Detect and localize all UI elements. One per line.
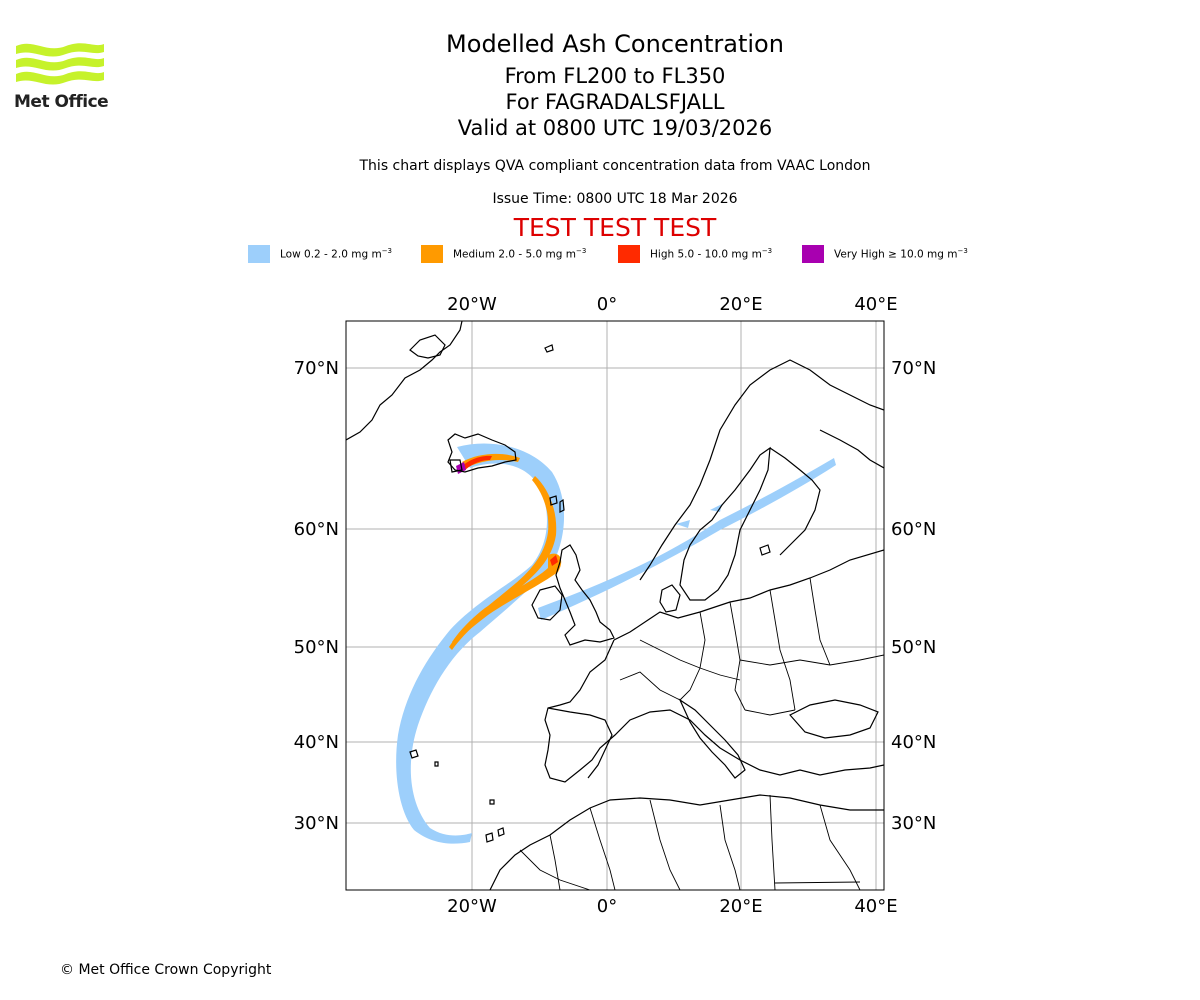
issue-time: Issue Time: 0800 UTC 18 Mar 2026 (492, 191, 738, 207)
lat-tick-right: 50°N (891, 637, 936, 658)
country-borders (519, 577, 884, 890)
legend-item-high: High 5.0 - 10.0 mg m−3 (618, 244, 772, 264)
ash-medium-plume (449, 453, 562, 650)
lat-tick-left: 30°N (294, 813, 339, 834)
lat-ticks-right: 70°N 60°N 50°N 40°N 30°N (891, 358, 936, 834)
legend-item-low: Low 0.2 - 2.0 mg m−3 (248, 244, 392, 264)
valid-time: Valid at 0800 UTC 19/03/2026 (457, 116, 773, 140)
compliance-note: This chart displays QVA compliant concen… (359, 158, 871, 174)
lon-ticks-top: 20°W 0° 20°E 40°E (447, 294, 897, 315)
legend-swatch-medium (421, 245, 443, 263)
lon-tick-bottom: 0° (597, 896, 617, 917)
legend-item-medium: Medium 2.0 - 5.0 mg m−3 (421, 244, 586, 264)
legend-label-very-high: Very High ≥ 10.0 mg m (834, 248, 958, 261)
lon-tick-bottom: 20°W (447, 896, 497, 917)
legend-swatch-high (618, 245, 640, 263)
legend-swatch-very-high (802, 245, 824, 263)
flight-levels: From FL200 to FL350 (504, 64, 726, 88)
lat-tick-left: 70°N (294, 358, 339, 379)
ash-low-plume (396, 443, 836, 844)
lon-tick-top: 40°E (854, 294, 897, 315)
ash-high-plume (460, 455, 558, 566)
legend-label-high: High 5.0 - 10.0 mg m (650, 248, 762, 261)
lon-tick-top: 20°W (447, 294, 497, 315)
lon-ticks-bottom: 20°W 0° 20°E 40°E (447, 896, 897, 917)
lon-tick-bottom: 20°E (719, 896, 762, 917)
graticule (346, 321, 884, 890)
copyright-notice: © Met Office Crown Copyright (60, 962, 272, 978)
lat-tick-left: 50°N (294, 637, 339, 658)
lat-tick-right: 40°N (891, 732, 936, 753)
map-frame (345, 320, 885, 891)
lat-tick-right: 30°N (891, 813, 936, 834)
lat-tick-right: 60°N (891, 519, 936, 540)
lat-tick-left: 40°N (294, 732, 339, 753)
legend-item-very-high: Very High ≥ 10.0 mg m−3 (802, 244, 968, 264)
lat-tick-right: 70°N (891, 358, 936, 379)
lat-tick-left: 60°N (294, 519, 339, 540)
legend-swatch-low (248, 245, 270, 263)
volcano-name: For FAGRADALSFJALL (505, 90, 725, 114)
lon-tick-bottom: 40°E (854, 896, 897, 917)
chart-title: Modelled Ash Concentration (446, 30, 784, 58)
lon-tick-top: 0° (597, 294, 617, 315)
legend-label-low: Low 0.2 - 2.0 mg m (280, 248, 382, 261)
test-banner: TEST TEST TEST (513, 213, 717, 242)
met-office-logo (16, 43, 104, 85)
lon-tick-top: 20°E (719, 294, 762, 315)
met-office-logo-text: Met Office (14, 92, 109, 112)
legend-label-medium: Medium 2.0 - 5.0 mg m (453, 248, 576, 261)
coastlines (346, 321, 884, 890)
lat-ticks-left: 70°N 60°N 50°N 40°N 30°N (294, 358, 339, 834)
